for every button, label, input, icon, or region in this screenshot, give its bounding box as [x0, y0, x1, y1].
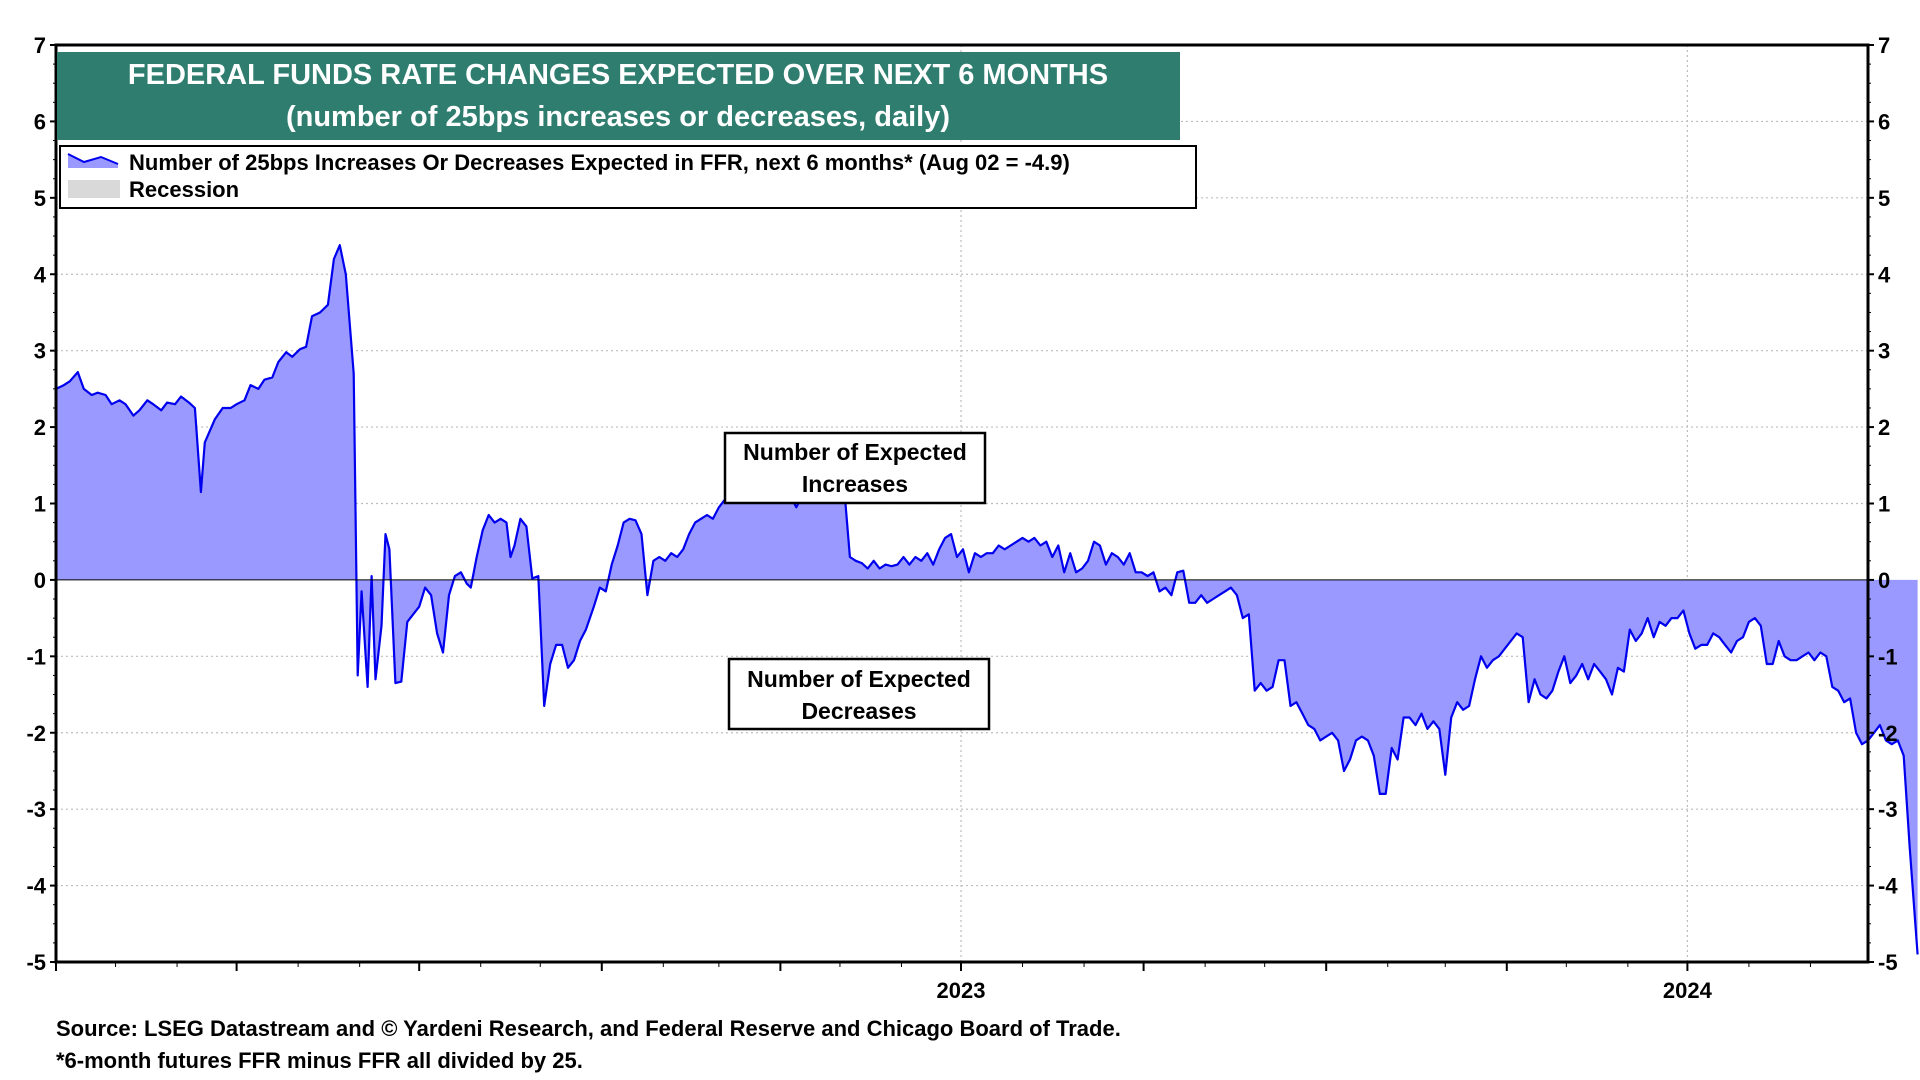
chart-subtitle: (number of 25bps increases or decreases,…	[286, 101, 950, 133]
annotation-decreases: Number of Expected Decreases	[727, 657, 991, 731]
data-area-layer	[55, 244, 1919, 955]
legend-recession-swatch	[68, 180, 120, 198]
y-tick-label-left: -5	[26, 950, 46, 975]
y-tick-label-right: -1	[1878, 644, 1898, 669]
axes-layer: 7 7 6 6 5 5 4 4 3 3 2 2 1 1 0 0 -1 -1 -2 -2 -3 -3 -4 -4 -5 -5 2023…	[26, 33, 1898, 1003]
y-tick-label-right: 4	[1878, 262, 1891, 287]
footer-note: *6-month futures FFR minus FFR all divid…	[56, 1048, 583, 1073]
annotation-increases: Number of Expected Increases	[723, 431, 987, 505]
y-tick-label-right: -3	[1878, 797, 1898, 822]
y-tick-label-left: -4	[26, 874, 46, 899]
x-tick-label: 2023	[937, 978, 986, 1003]
legend-series-label: Number of 25bps Increases Or Decreases E…	[129, 150, 1070, 175]
legend: Number of 25bps Increases Or Decreases E…	[59, 145, 1197, 209]
series-area	[56, 245, 1918, 955]
y-tick-label-right: -2	[1878, 721, 1898, 746]
y-tick-label-left: 3	[34, 339, 46, 364]
series-line	[55, 244, 1919, 955]
y-tick-label-left: 7	[34, 33, 46, 58]
y-tick-label-right: 1	[1878, 492, 1890, 517]
y-tick-label-right: -5	[1878, 950, 1898, 975]
annotation-increases-line1: Number of Expected	[743, 439, 967, 465]
y-tick-label-left: -2	[26, 721, 46, 746]
y-tick-label-left: 5	[34, 186, 46, 211]
y-tick-label-right: -4	[1878, 874, 1898, 899]
legend-series-swatch	[67, 153, 119, 168]
y-tick-label-left: -3	[26, 797, 46, 822]
y-tick-label-right: 0	[1878, 568, 1890, 593]
chart-title: FEDERAL FUNDS RATE CHANGES EXPECTED OVER…	[128, 59, 1108, 91]
y-tick-label-right: 2	[1878, 415, 1890, 440]
annotation-increases-line2: Increases	[802, 471, 908, 497]
x-tick-label: 2024	[1663, 978, 1713, 1003]
y-tick-label-right: 6	[1878, 109, 1890, 134]
footer-source: Source: LSEG Datastream and © Yardeni Re…	[56, 1016, 1121, 1041]
annotation-decreases-line1: Number of Expected	[747, 666, 971, 692]
y-tick-label-left: 6	[34, 109, 46, 134]
title-background	[57, 52, 1180, 140]
y-tick-label-right: 5	[1878, 186, 1890, 211]
y-tick-label-right: 7	[1878, 33, 1890, 58]
y-tick-label-left: 4	[34, 262, 47, 287]
annotation-decreases-line2: Decreases	[801, 698, 916, 724]
legend-recession-label: Recession	[129, 177, 239, 202]
y-tick-label-left: 1	[34, 492, 46, 517]
legend-box	[59, 145, 1197, 209]
y-tick-label-left: 2	[34, 415, 46, 440]
y-tick-label-left: -1	[26, 644, 46, 669]
y-tick-label-left: 0	[34, 568, 46, 593]
y-tick-label-right: 3	[1878, 339, 1890, 364]
